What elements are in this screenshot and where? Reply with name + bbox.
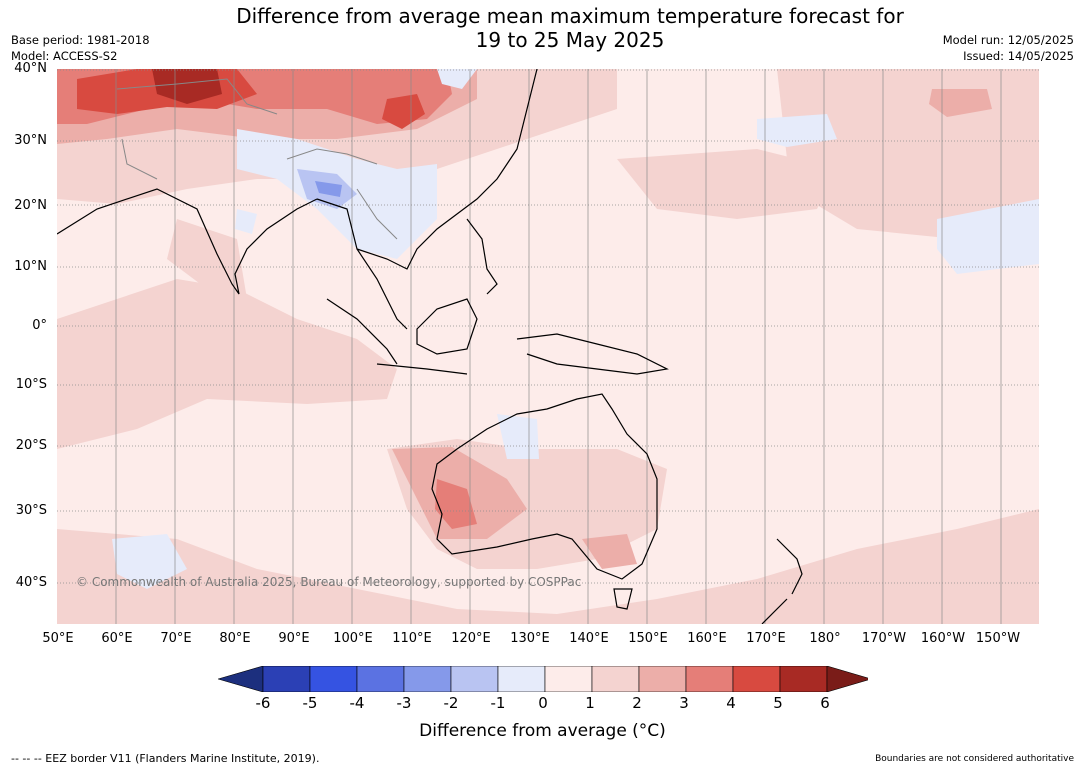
lat-label: 40°N [14,61,47,76]
colorbar-tick: 4 [726,694,736,712]
colorbar-cell [591,666,640,692]
eez-legend: -- -- -- EEZ border V11 (Flanders Marine… [11,752,320,765]
lon-label: 60°E [101,631,133,646]
colorbar-cell [732,666,781,692]
colorbar-cell [356,666,405,692]
colorbar-cell [450,666,499,692]
lat-label: 20°N [14,198,47,213]
colorbar-cell [638,666,687,692]
colorbar-tick: 6 [820,694,830,712]
boundaries-disclaimer: Boundaries are not considered authoritat… [875,754,1074,764]
colorbar-extend-low [218,666,264,692]
model-name: Model: ACCESS-S2 [11,49,118,63]
colorbar-cell [497,666,546,692]
colorbar-cell [403,666,452,692]
lon-label: 50°E [42,631,74,646]
issued-date: Issued: 14/05/2025 [963,49,1074,63]
meta-left: Base period: 1981-2018 Model: ACCESS-S2 [11,32,150,64]
lon-label: 80°E [219,631,251,646]
lat-label: 30°N [14,133,47,148]
colorbar-tick: -4 [349,694,365,712]
lon-label: 150°W [975,631,1021,646]
lon-label: 110°E [392,631,432,646]
model-run: Model run: 12/05/2025 [942,33,1074,47]
colorbar-tick: -6 [255,694,271,712]
anomaly-5-to-6 [152,69,222,104]
colorbar-cells [218,666,868,692]
colorbar-tick: -1 [490,694,506,712]
colorbar [218,666,868,692]
lon-label: 130°E [510,631,550,646]
colorbar-cell [262,666,311,692]
lon-label: 160°E [687,631,727,646]
lat-label: 20°S [15,438,47,453]
lon-label: 70°E [160,631,192,646]
lat-label: 40°S [15,575,47,590]
colorbar-cell [544,666,593,692]
colorbar-cell [309,666,358,692]
lon-label: 140°E [569,631,609,646]
lon-label: 120°E [451,631,491,646]
lon-label: 100°E [333,631,373,646]
colorbar-tick: 0 [538,694,548,712]
colorbar-tick: -5 [302,694,318,712]
lat-label: 0° [32,318,47,333]
map-title-line1: Difference from average mean maximum tem… [236,4,904,28]
lat-label: 30°S [15,503,47,518]
map-title-line2: 19 to 25 May 2025 [475,28,665,52]
map-panel [57,69,1039,624]
lon-label: 170°E [746,631,786,646]
lat-label: 10°S [15,377,47,392]
lon-label: 180° [809,631,841,646]
colorbar-tick: 5 [773,694,783,712]
lon-label: 170°W [861,631,907,646]
colorbar-tick: 2 [632,694,642,712]
colorbar-tick: 1 [585,694,595,712]
meta-right: Model run: 12/05/2025 Issued: 14/05/2025 [943,32,1074,64]
anomaly-minus3-to-minus2 [315,181,342,197]
colorbar-tick: -2 [443,694,459,712]
colorbar-tick: 3 [679,694,689,712]
base-period: Base period: 1981-2018 [11,33,150,47]
colorbar-cell [779,666,828,692]
lon-label: 150°E [628,631,668,646]
lon-label: 160°W [920,631,966,646]
country-borders [116,78,398,240]
coastlines [57,69,803,624]
lat-label: 10°N [14,259,47,274]
colorbar-tick: -3 [396,694,412,712]
map-title: Difference from average mean maximum tem… [0,4,1085,52]
colorbar-label: Difference from average (°C) [419,721,666,741]
colorbar-cell [685,666,734,692]
forecast-map [57,69,1039,624]
copyright-notice: © Commonwealth of Australia 2025, Bureau… [76,575,582,589]
graticule-lon [115,69,1002,624]
lon-label: 90°E [278,631,310,646]
colorbar-extend-high [826,666,868,692]
